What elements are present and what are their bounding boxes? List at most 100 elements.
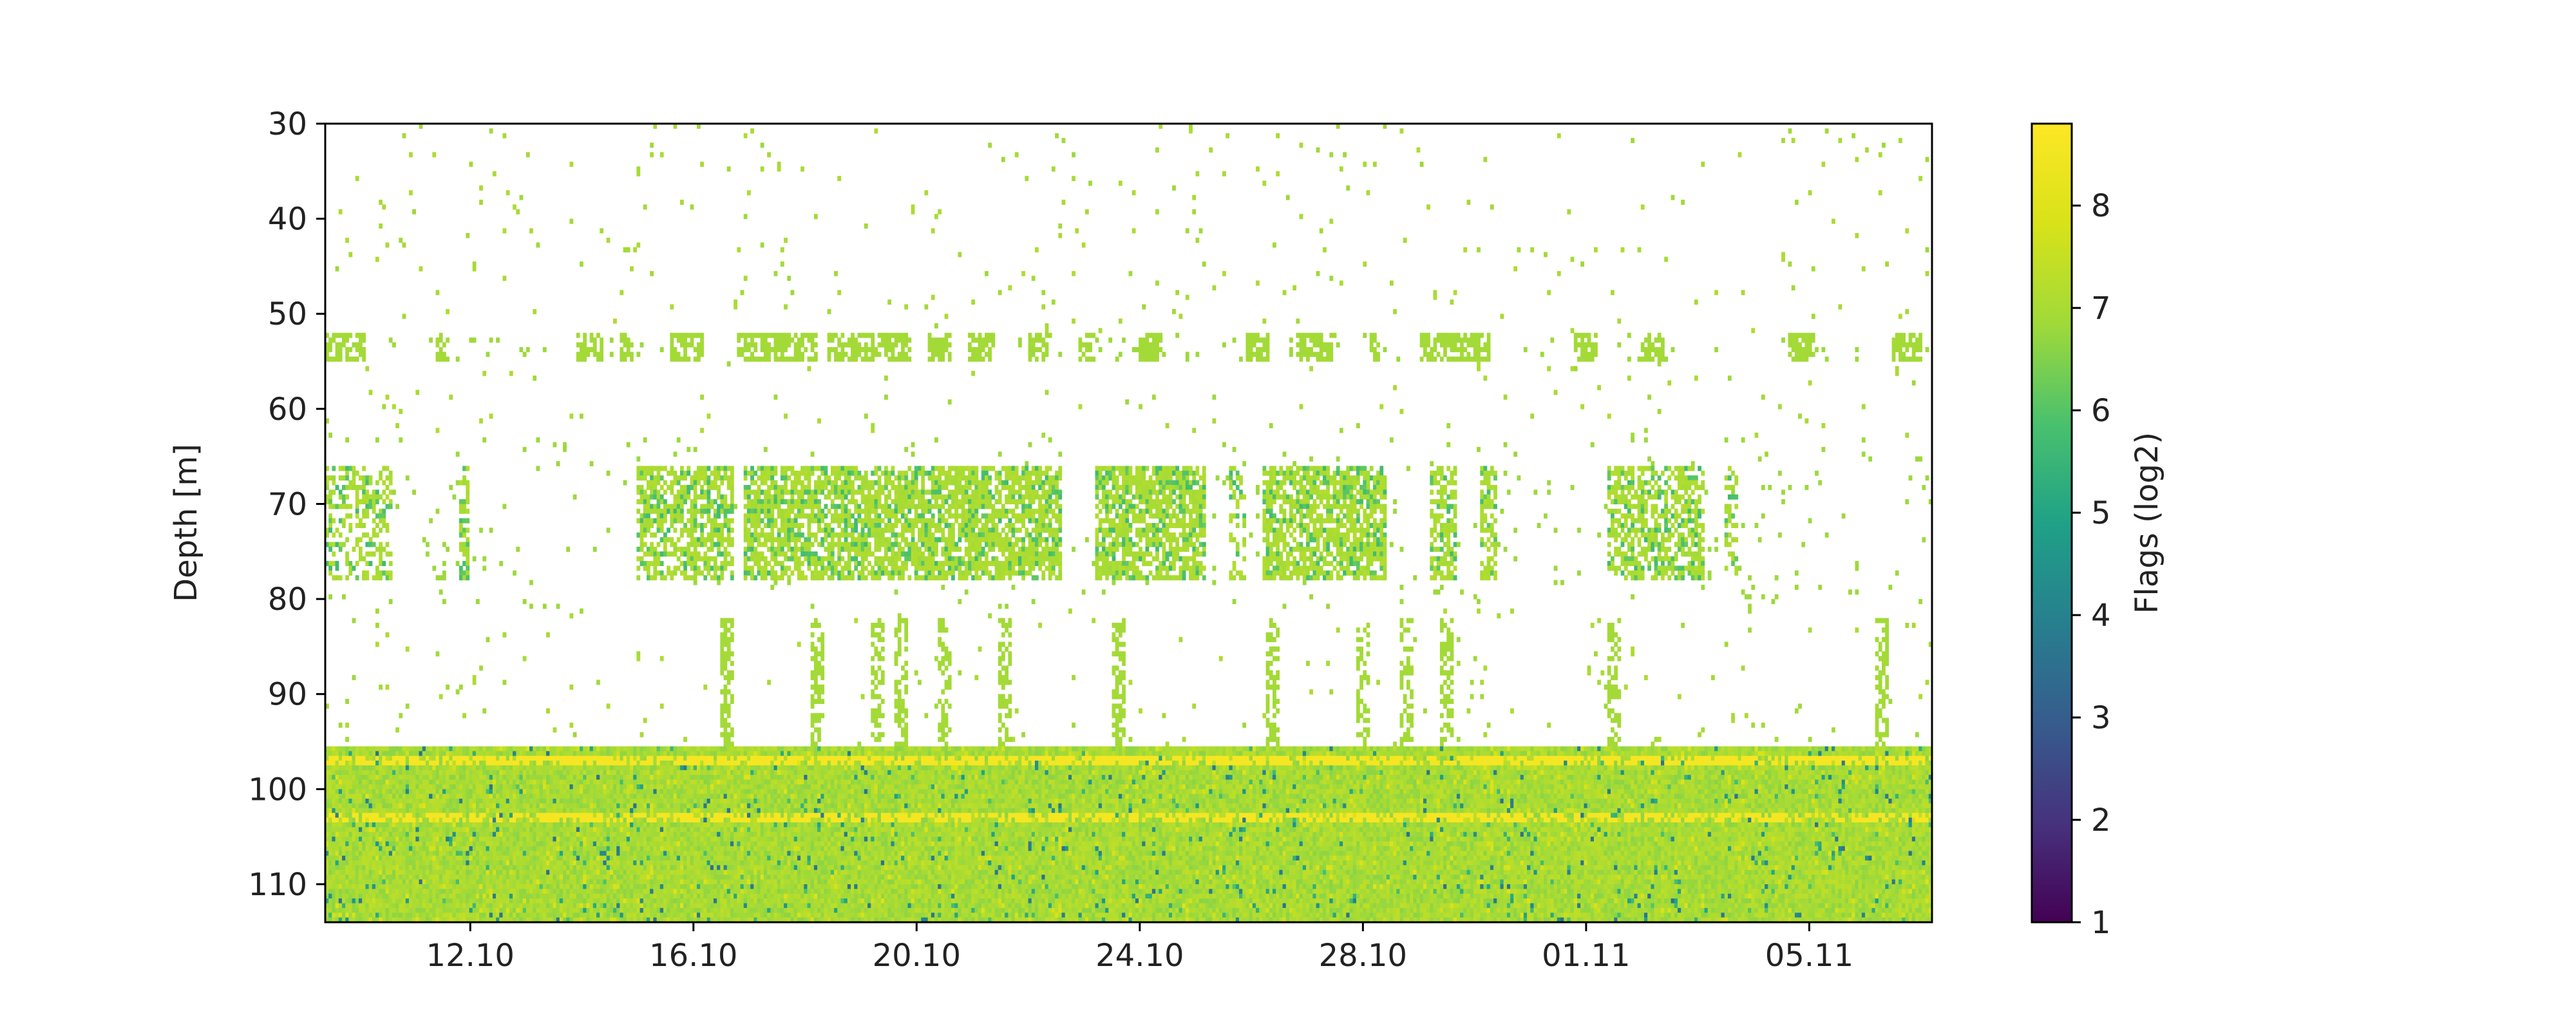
heatmap-cell (687, 913, 690, 918)
heatmap-cell (650, 865, 654, 870)
heatmap-cell (365, 475, 369, 480)
heatmap-cell (690, 533, 694, 538)
heatmap-cell (620, 765, 623, 770)
heatmap-cell (590, 751, 594, 756)
heatmap-cell (426, 908, 430, 913)
heatmap-cell (345, 827, 349, 832)
heatmap-cell (694, 775, 697, 780)
heatmap-cell (489, 832, 493, 837)
heatmap-cell (466, 908, 469, 913)
heatmap-cell (369, 894, 373, 899)
heatmap-cell (657, 851, 661, 856)
heatmap-cell (412, 808, 416, 813)
heatmap-cell (536, 880, 540, 885)
heatmap-cell (439, 789, 443, 794)
heatmap-cell (466, 870, 469, 875)
heatmap-cell (623, 842, 627, 847)
heatmap-cell (359, 551, 363, 556)
heatmap-cell (657, 780, 661, 785)
heatmap-cell (663, 789, 667, 794)
heatmap-cell (653, 860, 657, 866)
heatmap-cell (683, 561, 687, 566)
heatmap-cell (526, 746, 530, 752)
heatmap-cell (653, 751, 657, 756)
heatmap-cell (650, 813, 654, 818)
heatmap-cell (362, 903, 366, 908)
heatmap-cell (339, 799, 343, 804)
heatmap-cell (402, 851, 406, 856)
heatmap-cell (466, 851, 469, 856)
heatmap-cell (620, 870, 623, 875)
heatmap-cell (600, 884, 603, 889)
heatmap-cell (687, 547, 690, 552)
heatmap-cell (674, 846, 677, 851)
heatmap-cell (345, 556, 349, 562)
heatmap-cell (493, 765, 497, 770)
heatmap-cell (540, 803, 544, 808)
heatmap-cell (647, 480, 650, 486)
heatmap-cell (402, 880, 406, 885)
heatmap-cell (479, 799, 483, 804)
heatmap-cell (549, 832, 553, 837)
heatmap-cell (513, 903, 516, 908)
heatmap-cell (566, 875, 570, 880)
heatmap-cell (462, 756, 466, 761)
heatmap-cell (442, 851, 446, 856)
heatmap-cell (439, 851, 443, 856)
heatmap-cell (643, 475, 647, 480)
heatmap-cell (365, 504, 369, 509)
heatmap-cell (352, 775, 356, 780)
heatmap-cell (345, 723, 349, 728)
heatmap-cell (362, 889, 366, 894)
heatmap-cell (489, 818, 493, 823)
heatmap-cell (596, 846, 600, 851)
heatmap-cell (616, 898, 620, 904)
heatmap-cell (636, 813, 640, 818)
heatmap-cell (610, 789, 614, 794)
heatmap-cell (355, 875, 359, 880)
heatmap-cell (456, 856, 460, 861)
heatmap-cell (590, 761, 594, 766)
heatmap-cell (429, 751, 433, 756)
heatmap-cell (569, 813, 573, 818)
heatmap-cell (543, 347, 547, 352)
heatmap-cell (627, 851, 630, 856)
heatmap-cell (459, 504, 463, 509)
heatmap-cell (422, 842, 426, 847)
heatmap-cell (382, 884, 386, 889)
heatmap-cell (399, 880, 402, 885)
heatmap-cell (549, 851, 553, 856)
heatmap-cell (650, 561, 654, 566)
heatmap-cell (610, 865, 614, 870)
heatmap-cell (553, 813, 556, 818)
heatmap-cell (502, 133, 506, 138)
heatmap-cell (342, 842, 346, 847)
heatmap-cell (553, 756, 556, 761)
heatmap-cell (432, 898, 436, 904)
heatmap-cell (456, 789, 460, 794)
heatmap-cell (459, 889, 463, 894)
heatmap-cell (462, 846, 466, 851)
heatmap-cell (442, 837, 446, 842)
heatmap-cell (502, 818, 506, 823)
heatmap-cell (355, 870, 359, 875)
heatmap-cell (677, 509, 681, 514)
heatmap-cell (422, 860, 426, 866)
heatmap-cell (359, 485, 363, 490)
heatmap-cell (342, 889, 346, 894)
heatmap-cell (687, 898, 690, 904)
heatmap-cell (680, 870, 684, 875)
heatmap-cell (462, 813, 466, 818)
heatmap-cell (409, 794, 413, 799)
heatmap-cell (640, 860, 644, 866)
heatmap-cell (513, 799, 516, 804)
heatmap-cell (536, 784, 540, 790)
heatmap-cell (630, 865, 634, 870)
heatmap-cell (580, 261, 583, 267)
heatmap-cell (513, 827, 516, 832)
heatmap-cell (553, 822, 556, 828)
heatmap-cell (446, 856, 450, 861)
heatmap-cell (590, 851, 594, 856)
heatmap-cell (449, 784, 453, 790)
heatmap-cell (556, 860, 560, 866)
